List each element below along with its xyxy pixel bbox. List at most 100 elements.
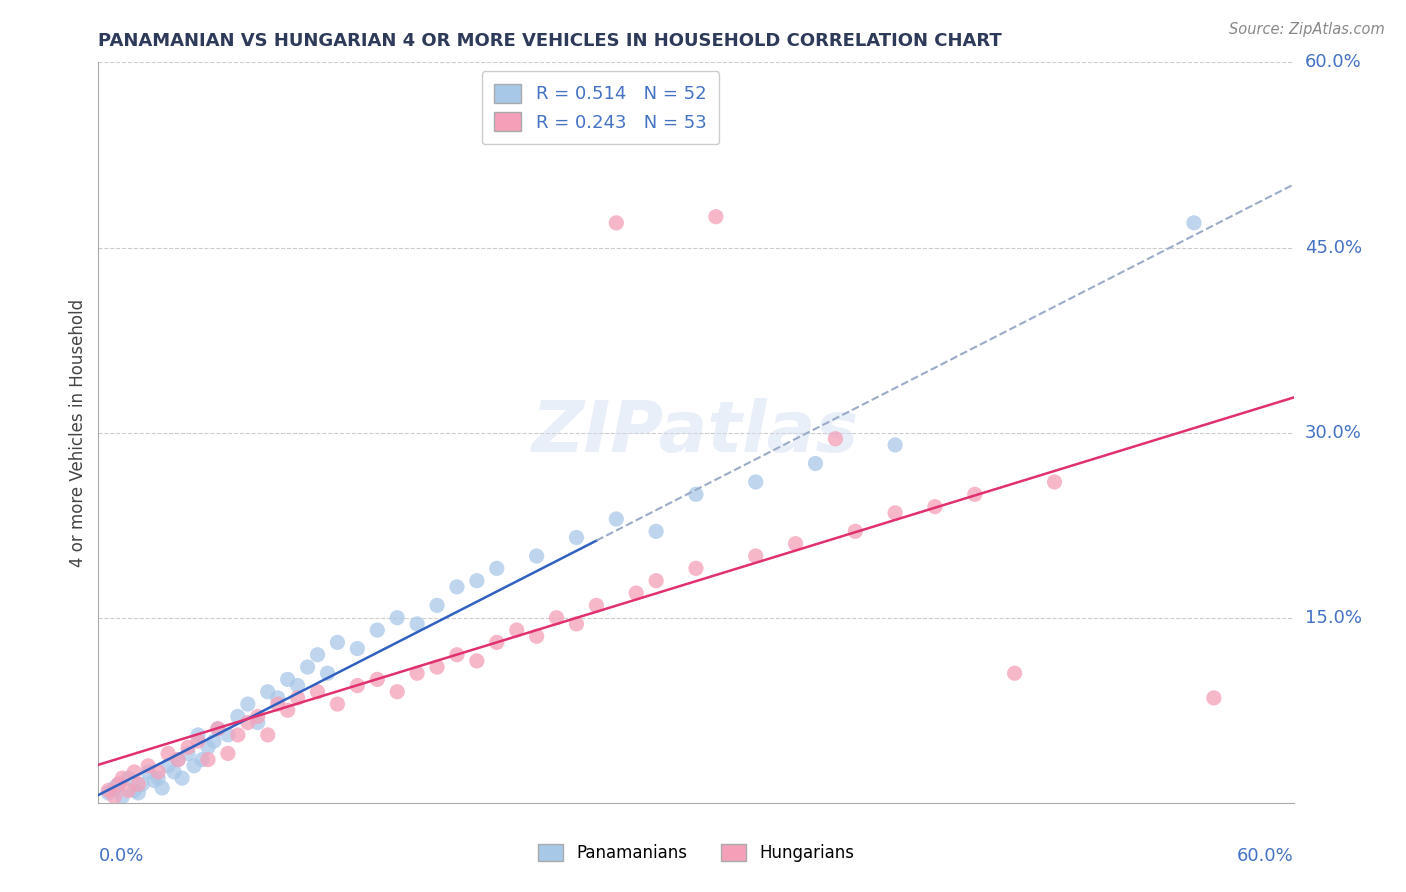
Point bbox=[446, 648, 468, 662]
Point bbox=[157, 758, 180, 772]
Point bbox=[246, 709, 269, 723]
Point bbox=[177, 740, 200, 755]
Point bbox=[124, 783, 146, 797]
Text: 30.0%: 30.0% bbox=[1305, 424, 1361, 442]
Point bbox=[526, 549, 548, 563]
Point bbox=[426, 599, 449, 613]
Point bbox=[236, 697, 259, 711]
Point bbox=[207, 722, 229, 736]
Point bbox=[163, 764, 186, 779]
Point bbox=[172, 771, 194, 785]
Point bbox=[565, 531, 588, 545]
Point bbox=[326, 697, 349, 711]
Point bbox=[506, 623, 529, 637]
Point bbox=[326, 635, 349, 649]
Point bbox=[465, 574, 488, 588]
Point bbox=[127, 786, 149, 800]
Point bbox=[884, 506, 907, 520]
Point bbox=[626, 586, 648, 600]
Point bbox=[704, 210, 727, 224]
Text: 0.0%: 0.0% bbox=[98, 847, 143, 865]
Point bbox=[167, 753, 190, 767]
Point bbox=[103, 789, 125, 804]
Point bbox=[246, 715, 269, 730]
Point bbox=[1043, 475, 1066, 489]
Point bbox=[143, 773, 166, 788]
Point bbox=[1004, 666, 1026, 681]
Point bbox=[127, 777, 149, 791]
Legend: Panamanians, Hungarians: Panamanians, Hungarians bbox=[531, 837, 860, 869]
Point bbox=[236, 715, 259, 730]
Point bbox=[366, 673, 388, 687]
Point bbox=[385, 610, 409, 624]
Point bbox=[685, 561, 707, 575]
Point bbox=[316, 666, 339, 681]
Point bbox=[187, 734, 209, 748]
Text: PANAMANIAN VS HUNGARIAN 4 OR MORE VEHICLES IN HOUSEHOLD CORRELATION CHART: PANAMANIAN VS HUNGARIAN 4 OR MORE VEHICL… bbox=[98, 32, 1002, 50]
Text: ZIPatlas: ZIPatlas bbox=[533, 398, 859, 467]
Point bbox=[183, 758, 205, 772]
Point bbox=[844, 524, 866, 539]
Point bbox=[256, 685, 278, 699]
Point bbox=[307, 685, 329, 699]
Point bbox=[107, 777, 129, 791]
Point bbox=[287, 679, 309, 693]
Point bbox=[645, 524, 668, 539]
Point bbox=[97, 783, 120, 797]
Point bbox=[117, 771, 139, 785]
Point bbox=[485, 635, 508, 649]
Point bbox=[1202, 690, 1225, 705]
Y-axis label: 4 or more Vehicles in Household: 4 or more Vehicles in Household bbox=[69, 299, 87, 566]
Point bbox=[963, 487, 986, 501]
Point bbox=[366, 623, 388, 637]
Point bbox=[107, 777, 129, 791]
Point bbox=[197, 753, 219, 767]
Point bbox=[277, 673, 299, 687]
Point bbox=[97, 786, 120, 800]
Point bbox=[287, 690, 309, 705]
Text: 45.0%: 45.0% bbox=[1305, 238, 1362, 257]
Point bbox=[565, 616, 588, 631]
Point bbox=[256, 728, 278, 742]
Point bbox=[605, 512, 627, 526]
Point bbox=[177, 747, 200, 761]
Point bbox=[884, 438, 907, 452]
Point bbox=[685, 487, 707, 501]
Point bbox=[465, 654, 488, 668]
Point bbox=[585, 599, 607, 613]
Point bbox=[924, 500, 946, 514]
Point bbox=[117, 783, 139, 797]
Point bbox=[124, 764, 146, 779]
Point bbox=[197, 740, 219, 755]
Point bbox=[217, 747, 239, 761]
Point bbox=[148, 771, 170, 785]
Point bbox=[785, 536, 807, 550]
Point bbox=[136, 758, 159, 772]
Point bbox=[385, 685, 409, 699]
Text: 60.0%: 60.0% bbox=[1305, 54, 1361, 71]
Point bbox=[131, 777, 153, 791]
Point bbox=[745, 549, 768, 563]
Point bbox=[207, 722, 229, 736]
Point bbox=[526, 629, 548, 643]
Point bbox=[307, 648, 329, 662]
Point bbox=[111, 789, 134, 804]
Point bbox=[111, 771, 134, 785]
Point bbox=[546, 610, 568, 624]
Text: 60.0%: 60.0% bbox=[1237, 847, 1294, 865]
Point bbox=[150, 780, 173, 795]
Point bbox=[745, 475, 768, 489]
Point bbox=[226, 709, 249, 723]
Point bbox=[103, 780, 125, 795]
Point bbox=[191, 753, 214, 767]
Point bbox=[297, 660, 319, 674]
Point bbox=[136, 764, 159, 779]
Point bbox=[202, 734, 225, 748]
Point bbox=[346, 679, 368, 693]
Point bbox=[804, 457, 827, 471]
Point bbox=[267, 690, 290, 705]
Point bbox=[217, 728, 239, 742]
Text: Source: ZipAtlas.com: Source: ZipAtlas.com bbox=[1229, 22, 1385, 37]
Point bbox=[824, 432, 846, 446]
Point bbox=[1182, 216, 1205, 230]
